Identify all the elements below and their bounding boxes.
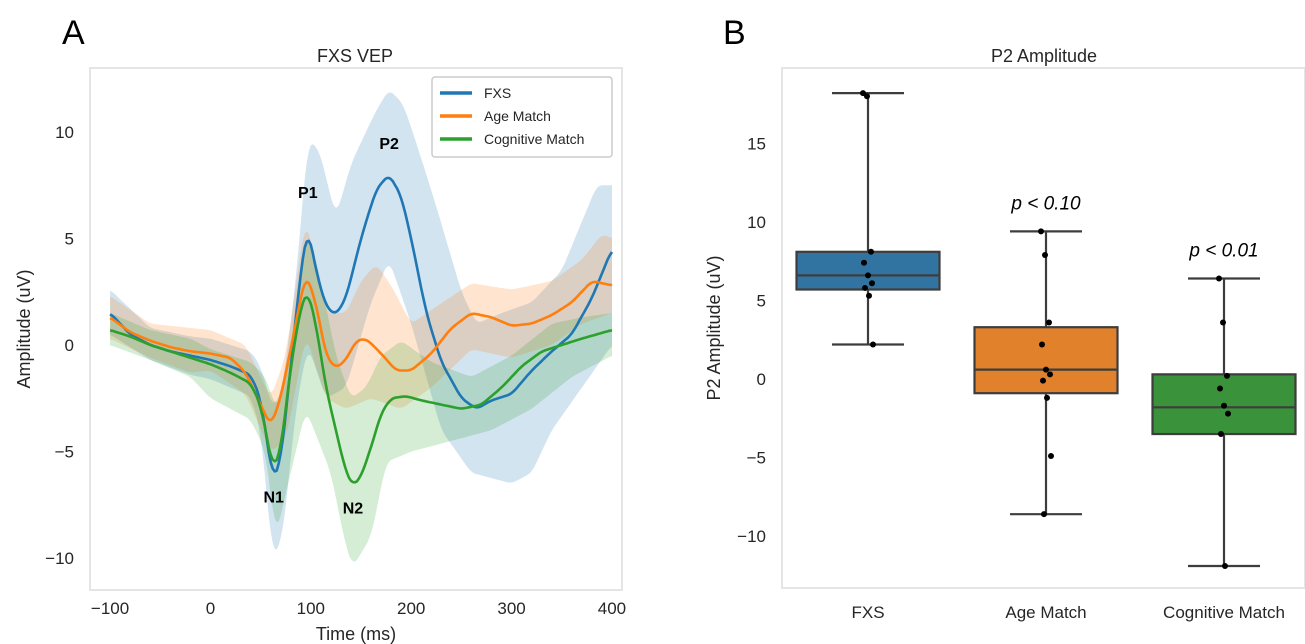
data-point bbox=[1047, 371, 1053, 378]
y-tick-label: 10 bbox=[747, 213, 766, 232]
panel-a-title: FXS VEP bbox=[317, 46, 393, 66]
data-point bbox=[1222, 563, 1228, 570]
y-tick-label: 0 bbox=[65, 336, 74, 355]
data-point bbox=[1220, 319, 1226, 326]
panel-a-plot: −100 0 100 200 300 400 −10 −5 0 5 10 Time (ms) Ampli… bbox=[14, 67, 626, 644]
panel-a-letter: A bbox=[62, 14, 85, 52]
x-tick-label: 0 bbox=[206, 599, 215, 618]
confidence-band bbox=[110, 240, 612, 562]
x-tick-label: Age Match bbox=[1005, 603, 1086, 622]
panel-b-title: P2 Amplitude bbox=[991, 46, 1097, 66]
data-point bbox=[1221, 402, 1227, 409]
y-tick-label: 15 bbox=[747, 134, 766, 153]
peak-label: P2 bbox=[379, 136, 399, 153]
data-point bbox=[870, 341, 876, 348]
peak-label: N1 bbox=[263, 490, 284, 507]
x-tick-label: FXS bbox=[851, 603, 884, 622]
y-tick-label: 5 bbox=[65, 229, 74, 248]
x-tick-label: 400 bbox=[598, 599, 626, 618]
data-point bbox=[1225, 410, 1231, 417]
p-value-annotation: p < 0.01 bbox=[1188, 241, 1258, 262]
data-point bbox=[1217, 385, 1223, 392]
data-point bbox=[866, 292, 872, 299]
x-tick-label: 200 bbox=[397, 599, 425, 618]
data-point bbox=[1216, 275, 1222, 282]
data-point bbox=[1046, 319, 1052, 326]
confidence-band bbox=[110, 92, 612, 550]
series-line bbox=[109, 176, 614, 473]
data-point bbox=[862, 284, 868, 291]
y-axis-label: P2 Amplitude (uV) bbox=[704, 255, 724, 400]
peak-label: P1 bbox=[298, 185, 318, 202]
data-point bbox=[868, 248, 874, 255]
y-tick-label: 5 bbox=[757, 292, 766, 311]
legend-entry: Age Match bbox=[484, 108, 551, 124]
y-tick-label: 10 bbox=[55, 123, 74, 142]
x-tick-label: 100 bbox=[297, 599, 325, 618]
x-axis-label: Time (ms) bbox=[316, 624, 396, 644]
data-point bbox=[1218, 431, 1224, 438]
legend-box bbox=[431, 76, 613, 158]
data-point bbox=[1038, 228, 1044, 235]
p-value-annotation: p < 0.10 bbox=[1010, 193, 1081, 214]
box-iqr bbox=[795, 250, 941, 291]
series-line bbox=[109, 296, 613, 484]
data-point bbox=[1041, 511, 1047, 518]
data-point bbox=[1048, 453, 1054, 460]
x-tick-label: Cognitive Match bbox=[1163, 603, 1285, 622]
y-tick-label: −5 bbox=[55, 443, 74, 462]
y-tick-label: −10 bbox=[45, 549, 74, 568]
peak-label: N2 bbox=[343, 500, 364, 517]
data-point bbox=[1040, 377, 1046, 384]
series-line bbox=[109, 280, 613, 422]
legend-entry: Cognitive Match bbox=[484, 131, 584, 147]
panel-b-letter: B bbox=[723, 14, 746, 52]
data-point bbox=[1039, 341, 1045, 348]
data-point bbox=[865, 272, 871, 279]
data-point bbox=[869, 280, 875, 287]
legend-entry: FXS bbox=[484, 85, 511, 101]
data-point bbox=[864, 93, 870, 100]
x-tick-label: −100 bbox=[91, 599, 129, 618]
data-point bbox=[861, 259, 867, 266]
data-point bbox=[1044, 394, 1050, 401]
data-point bbox=[1043, 366, 1049, 373]
data-point bbox=[1224, 372, 1230, 379]
x-tick-label: 300 bbox=[497, 599, 525, 618]
y-tick-label: −10 bbox=[737, 527, 766, 546]
y-tick-label: −5 bbox=[747, 449, 766, 468]
box-iqr bbox=[973, 326, 1119, 395]
data-point bbox=[1042, 251, 1048, 258]
panel-b-plot: FXS Age Match Cognitive Match −10 −5 0 5 10 15 P2… bbox=[704, 67, 1305, 622]
y-axis-label: Amplitude (uV) bbox=[14, 269, 34, 388]
y-tick-label: 0 bbox=[757, 370, 766, 389]
